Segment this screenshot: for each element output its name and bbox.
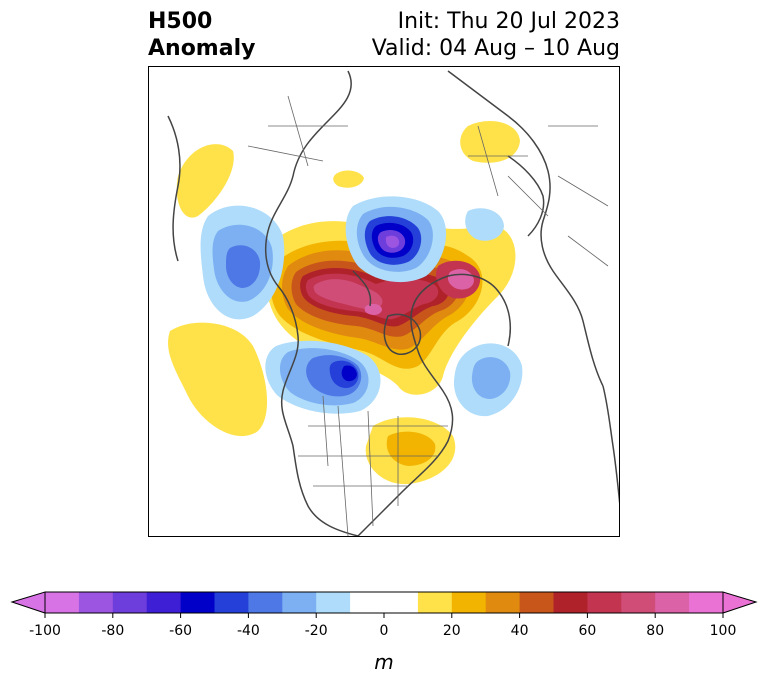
colorbar-tick-label: -20 [305,623,328,639]
colorbar-bin [553,592,588,613]
colorbar-bin [282,592,317,613]
title-variable: H500 [148,9,213,34]
colorbar-tick-label: -60 [169,623,192,639]
valid-range: Valid: 04 Aug – 10 Aug [371,36,620,61]
colorbar-bins [45,592,724,613]
colorbar: -100 -80 -60 -40 -20 0 20 40 60 80 100 m [10,591,758,674]
colorbar-bin [112,592,148,613]
coastlines [167,70,620,537]
borders [247,95,609,537]
colorbar-bin [621,592,656,613]
colorbar-bin [451,592,487,613]
colorbar-unit-label: m [374,650,393,674]
colorbar-bin [689,592,724,613]
colorbar-bin [78,592,114,613]
colorbar-ticks: -100 -80 -60 -40 -20 0 20 40 60 80 100 [29,613,736,639]
title-quantity: Anomaly [148,36,256,61]
colorbar-bin [350,592,385,613]
colorbar-bin [417,592,453,613]
title-left: H500 Anomaly [148,8,255,62]
colorbar-tick-label: 80 [646,623,664,639]
colorbar-tick-label: -100 [29,623,61,639]
colorbar-tick-label: 0 [380,623,389,639]
colorbar-bin [485,592,521,613]
colorbar-extend-high [722,591,758,614]
colorbar-bin [248,592,283,613]
colorbar-bin [316,592,351,613]
colorbar-tick-label: 40 [511,623,529,639]
colorbar-bin [45,592,80,613]
anomaly-map [148,66,620,537]
colorbar-tick-label: 100 [710,623,737,639]
colorbar-bin [587,592,622,613]
colorbar-tick-label: 60 [578,623,596,639]
colorbar-tick-label: 20 [443,623,461,639]
colorbar-bin [214,592,249,613]
colorbar-extend-low [10,591,46,614]
title-right: Init: Thu 20 Jul 2023 Valid: 04 Aug – 10… [372,8,620,62]
colorbar-bin [519,592,554,613]
colorbar-bin [146,592,182,613]
colorbar-bin [384,592,419,613]
anomaly-negative [200,196,523,417]
init-date: Init: Thu 20 Jul 2023 [397,9,620,34]
colorbar-tick-label: -40 [237,623,260,639]
colorbar-bin [655,592,690,613]
colorbar-tick-label: -80 [101,623,124,639]
colorbar-bin [180,592,215,613]
